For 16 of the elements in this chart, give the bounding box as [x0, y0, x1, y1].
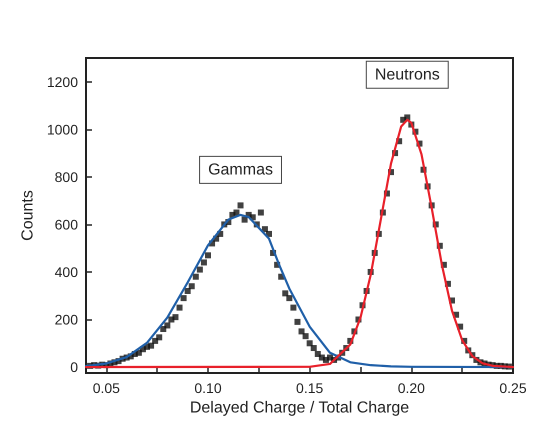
x-axis-title: Delayed Charge / Total Charge: [190, 399, 410, 416]
annotation: Neutrons: [374, 66, 440, 84]
y-tick-label: 800: [54, 168, 78, 185]
y-axis-title: Counts: [19, 190, 36, 241]
x-tick-label: 0.05: [92, 380, 120, 396]
y-tick-label: 1200: [46, 74, 78, 90]
y-tick-label: 1000: [46, 121, 78, 138]
x-tick-label: 0.10: [194, 380, 222, 396]
x-tick-label: 0.15: [296, 380, 324, 396]
x-tick-label: 0.25: [499, 380, 527, 396]
y-tick-label: 200: [54, 312, 78, 328]
y-tick-label: 400: [54, 264, 78, 280]
x-tick-label: 0.20: [398, 380, 426, 396]
y-tick-label: 0: [70, 359, 78, 376]
annotation: Gammas: [208, 161, 273, 178]
y-tick-label: 600: [54, 216, 78, 232]
